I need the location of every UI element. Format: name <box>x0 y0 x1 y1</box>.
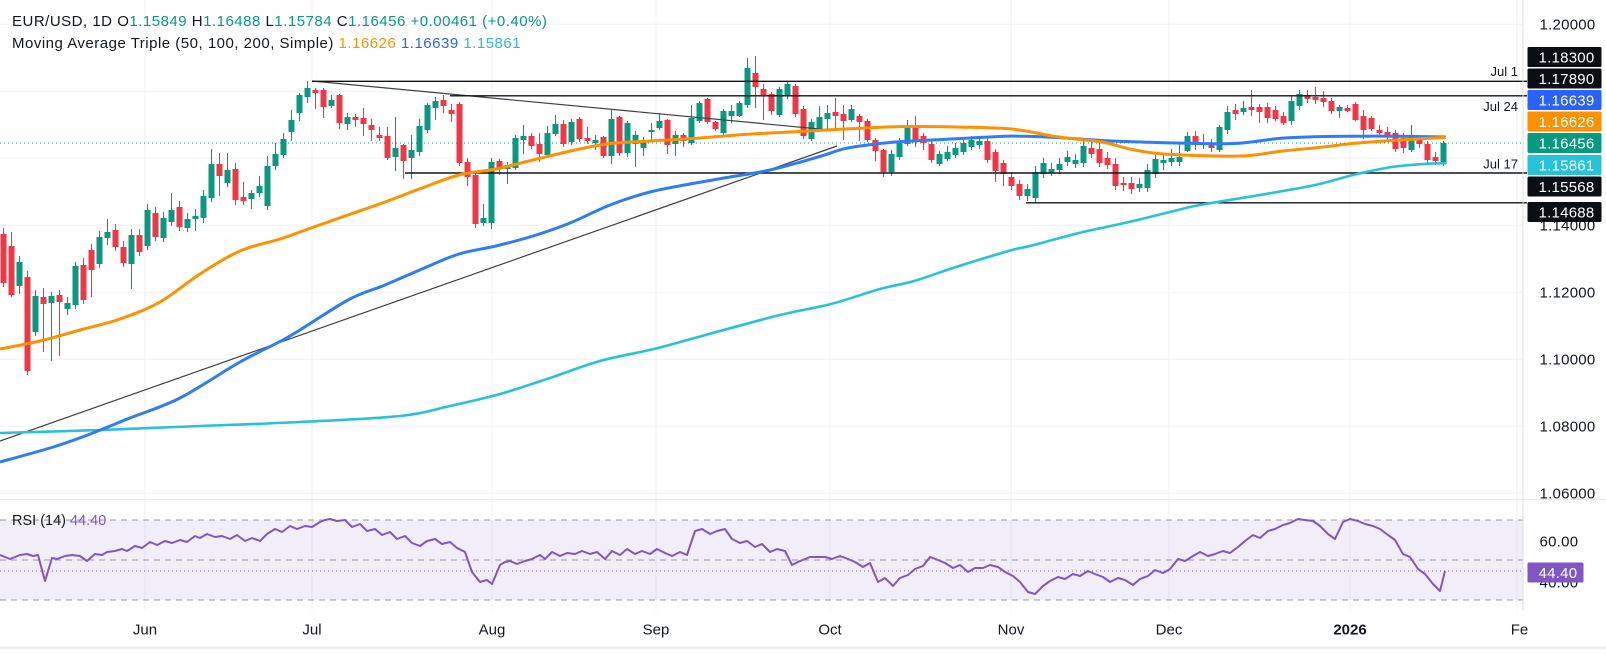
svg-text:1.20000: 1.20000 <box>1540 17 1596 34</box>
svg-text:Oct: Oct <box>818 622 842 639</box>
svg-text:1.06000: 1.06000 <box>1540 486 1596 503</box>
svg-text:Jul: Jul <box>302 622 321 639</box>
svg-text:Jul 24: Jul 24 <box>1483 99 1518 114</box>
svg-text:1.14688: 1.14688 <box>1539 204 1595 221</box>
svg-text:1.16639: 1.16639 <box>1539 92 1595 109</box>
svg-text:1.10000: 1.10000 <box>1540 352 1596 369</box>
svg-text:1.18300: 1.18300 <box>1539 49 1595 66</box>
svg-text:Fe: Fe <box>1511 622 1529 639</box>
svg-text:1.12000: 1.12000 <box>1540 285 1596 302</box>
svg-text:EUR/USD, 1D O1.15849 H1.1648: EUR/USD, 1D O1.15849 H1.16488 L1.15784 C… <box>12 13 547 30</box>
svg-text:1.17890: 1.17890 <box>1539 71 1595 88</box>
svg-text:1.08000: 1.08000 <box>1540 419 1596 436</box>
svg-text:Dec: Dec <box>1156 622 1183 639</box>
svg-text:2026: 2026 <box>1333 622 1366 639</box>
svg-text:RSI (14) 44.40: RSI (14) 44.40 <box>12 513 106 529</box>
svg-text:44.40: 44.40 <box>1539 565 1578 582</box>
svg-text:Jul 1: Jul 1 <box>1491 64 1518 79</box>
svg-text:1.16456: 1.16456 <box>1539 135 1595 152</box>
svg-text:60.00: 60.00 <box>1540 533 1579 550</box>
svg-text:1.15568: 1.15568 <box>1539 179 1595 196</box>
svg-text:Jul 17: Jul 17 <box>1483 157 1518 172</box>
svg-text:1.15861: 1.15861 <box>1539 157 1595 174</box>
svg-text:Moving Average Triple (50, 100: Moving Average Triple (50, 100, 200, Sim… <box>12 35 521 52</box>
svg-text:1.16626: 1.16626 <box>1539 114 1595 131</box>
svg-text:Jun: Jun <box>133 622 157 639</box>
svg-text:Sep: Sep <box>643 622 670 639</box>
svg-text:Aug: Aug <box>479 622 506 639</box>
svg-text:Nov: Nov <box>998 622 1025 639</box>
